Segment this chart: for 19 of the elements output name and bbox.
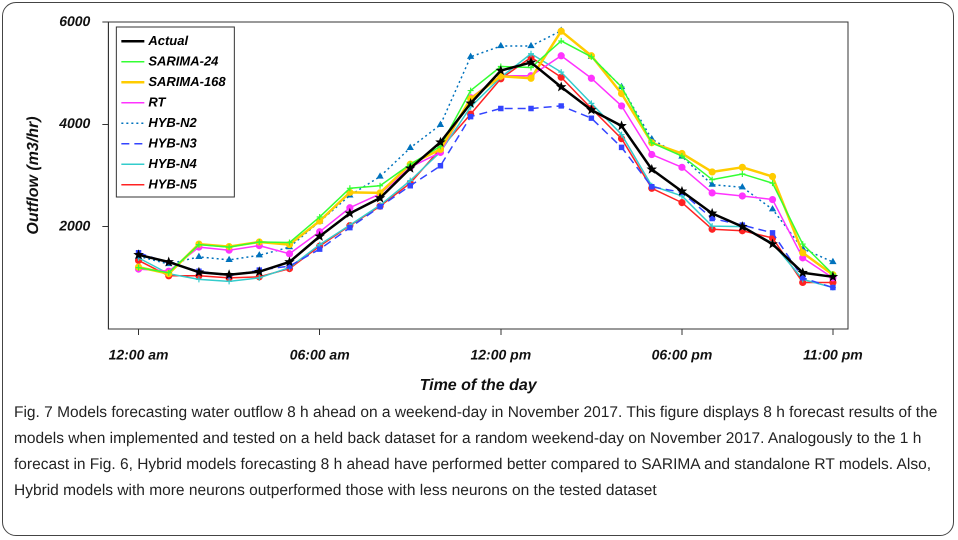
legend-label: HYB-N2 (148, 114, 198, 130)
x-tick-label: 12:00 am (108, 346, 169, 362)
legend-label: Actual (147, 32, 188, 48)
x-tick-label: 12:00 pm (470, 346, 532, 362)
y-tick-label: 6000 (59, 12, 91, 29)
caption: Fig. 7 Models forecasting water outflow 8 h ahead on a weekend-day in November 2017. This figure displays 8 h forecast results of the models when implemented and tested on a held back dataset for a random weekend-day on November 2017. Analogously to the 1 h forecast in Fig. 6, Hybrid models forecasting 8 h ahead have performed better compared to SARIMA and standalone RT models. Also, Hybrid models with more neurons outperformed those with less neurons on the tested dataset (14, 403, 938, 501)
legend-label: SARIMA-168 (148, 74, 226, 89)
y-tick-label: 4000 (58, 115, 91, 132)
x-tick-label: 06:00 am (290, 346, 350, 362)
x-tick-label: 06:00 pm (652, 346, 712, 362)
x-tick-label: 11:00 pm (803, 346, 863, 362)
legend-label: SARIMA-24 (148, 53, 220, 68)
y-tick-label: 2000 (58, 218, 91, 234)
x-axis-title: Time of the day (420, 376, 538, 394)
legend-label: RT (148, 94, 166, 110)
legend-label: HYB-N3 (148, 135, 198, 150)
y-axis-title: Outflow (m3/hr) (25, 116, 42, 235)
legend-label: HYB-N4 (148, 156, 198, 171)
legend-label: HYB-N5 (148, 176, 198, 192)
